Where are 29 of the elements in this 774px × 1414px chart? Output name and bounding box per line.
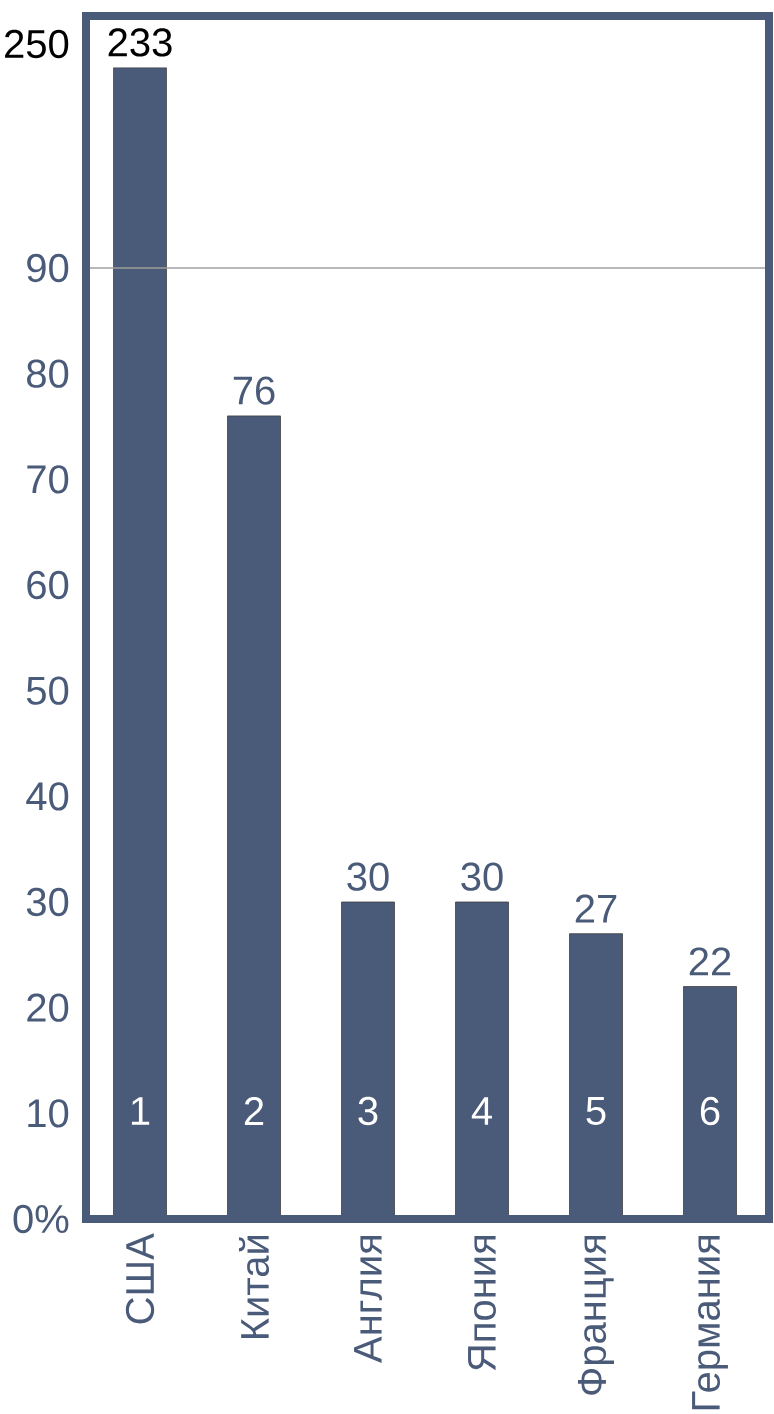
y-tick-label: 30	[26, 887, 69, 917]
x-tick-label: Япония	[468, 1235, 496, 1371]
y-tick-label: 50	[26, 676, 69, 705]
y-tick-label: 10	[28, 1099, 69, 1128]
y-tick-label: 70	[27, 465, 69, 494]
annotation: 6	[700, 1096, 720, 1126]
data-label: 76	[233, 376, 275, 405]
y-tick-label: 60	[27, 570, 69, 600]
x-tick-label: Англия	[354, 1235, 382, 1363]
data-label: 30	[461, 862, 503, 891]
y-tick-label: 250	[5, 29, 69, 59]
y-tick-label: 20	[27, 993, 69, 1022]
x-tick-label: Китай	[238, 1235, 270, 1339]
data-label: 27	[575, 894, 617, 923]
annotation: 3	[358, 1096, 378, 1126]
x-tick-label: США	[125, 1233, 155, 1324]
data-label: 233	[108, 28, 172, 57]
annotation: 2	[244, 1097, 264, 1125]
annotation: 1	[131, 1097, 150, 1125]
data-label: 30	[347, 862, 389, 891]
y-tick-label: 90	[27, 253, 69, 283]
annotation: 4	[471, 1097, 492, 1125]
y-tick-label: 40	[26, 782, 69, 811]
y-tick-label: 0%	[13, 1204, 69, 1234]
annotation: 5	[586, 1097, 606, 1125]
x-tick-label: Германия	[692, 1235, 728, 1410]
y-tick-label: 80	[27, 359, 69, 388]
x-tick-label: Франция	[578, 1235, 615, 1395]
data-label: 22	[689, 947, 731, 976]
